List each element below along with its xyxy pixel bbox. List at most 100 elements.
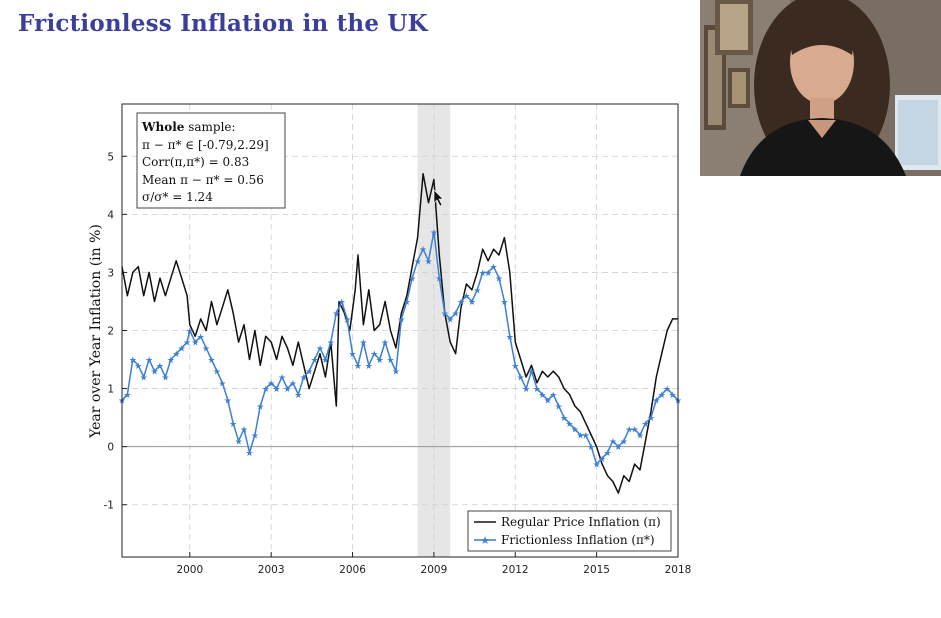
stats-line-1-bold: Whole xyxy=(141,120,185,134)
stats-line-1: Whole sample: xyxy=(141,120,236,134)
frictionless-point-marker: ★ xyxy=(140,373,148,383)
frictionless-point-marker: ★ xyxy=(479,269,487,279)
y-tick-label: -1 xyxy=(104,500,114,512)
frictionless-point-marker: ★ xyxy=(327,339,335,349)
frictionless-point-marker: ★ xyxy=(145,356,153,366)
stats-line-mean: Mean π − π* = 0.56 xyxy=(142,173,264,187)
legend-label-regular: Regular Price Inflation (π) xyxy=(501,515,661,529)
frictionless-point-marker: ★ xyxy=(538,391,546,401)
stats-box: Whole sample: π − π* ∈ [-0.79,2.29] Corr… xyxy=(136,112,286,209)
stats-box-frame xyxy=(136,112,286,209)
frictionless-point-marker: ★ xyxy=(647,414,655,424)
frictionless-point-marker: ★ xyxy=(207,356,215,366)
frictionless-point-marker: ★ xyxy=(403,298,411,308)
frictionless-point-marker: ★ xyxy=(495,275,503,285)
frictionless-point-marker: ★ xyxy=(506,333,514,343)
frictionless-point-marker: ★ xyxy=(468,298,476,308)
frictionless-point-marker: ★ xyxy=(397,315,405,325)
frictionless-point-marker: ★ xyxy=(593,461,601,471)
frictionless-point-marker: ★ xyxy=(376,356,384,366)
frictionless-point-marker: ★ xyxy=(462,292,470,302)
legend-marker-star: ★ xyxy=(480,534,490,547)
slide-title: Frictionless Inflation in the UK xyxy=(18,10,428,37)
frictionless-point-marker: ★ xyxy=(631,426,639,436)
frictionless-point-marker: ★ xyxy=(452,310,460,320)
presenter-video-icon xyxy=(700,0,941,176)
tick-layer: 2000 2003 2006 2009 2012 2015 2018 -1 0 1 2 3 4 5 xyxy=(104,151,692,576)
frictionless-point-marker: ★ xyxy=(229,420,237,430)
frictionless-point-marker: ★ xyxy=(338,298,346,308)
frictionless-point-marker: ★ xyxy=(134,362,142,372)
frictionless-point-marker: ★ xyxy=(430,228,438,238)
x-tick-label: 2018 xyxy=(665,564,692,576)
frictionless-point-marker: ★ xyxy=(441,310,449,320)
y-tick-label: 2 xyxy=(107,326,114,338)
frictionless-point-marker: ★ xyxy=(419,246,427,256)
x-tick-label: 2009 xyxy=(421,564,448,576)
frictionless-point-marker: ★ xyxy=(587,443,595,453)
frictionless-point-marker: ★ xyxy=(457,298,465,308)
y-tick-label: 5 xyxy=(107,151,114,163)
x-tick-label: 2000 xyxy=(176,564,203,576)
frictionless-point-marker: ★ xyxy=(251,432,259,442)
frictionless-point-marker: ★ xyxy=(658,391,666,401)
legend-label-frictionless: Frictionless Inflation (π*) xyxy=(501,533,655,547)
frictionless-point-marker: ★ xyxy=(186,327,194,337)
frictionless-point-marker: ★ xyxy=(213,368,221,378)
frictionless-point-marker: ★ xyxy=(240,426,248,436)
y-tick-label: 4 xyxy=(107,209,114,221)
y-tick-label: 1 xyxy=(107,384,114,396)
frictionless-point-marker: ★ xyxy=(669,391,677,401)
frictionless-point-marker: ★ xyxy=(278,373,286,383)
frictionless-point-marker: ★ xyxy=(343,315,351,325)
stats-line-sigma: σ/σ* = 1.24 xyxy=(142,190,213,204)
frictionless-point-marker: ★ xyxy=(178,344,186,354)
frictionless-point-marker: ★ xyxy=(289,379,297,389)
frictionless-point-marker: ★ xyxy=(500,298,508,308)
frictionless-point-marker: ★ xyxy=(156,362,164,372)
frictionless-point-marker: ★ xyxy=(652,397,660,407)
y-axis-label: Year over Year Inflation (in %) xyxy=(88,224,104,439)
frictionless-point-marker: ★ xyxy=(603,449,611,459)
frictionless-point-marker: ★ xyxy=(370,350,378,360)
frictionless-point-marker: ★ xyxy=(517,373,525,383)
frictionless-point-marker: ★ xyxy=(332,310,340,320)
frictionless-point-marker: ★ xyxy=(151,368,159,378)
frictionless-point-marker: ★ xyxy=(565,420,573,430)
frictionless-point-marker: ★ xyxy=(305,368,313,378)
frictionless-point-marker: ★ xyxy=(172,350,180,360)
series-line-frictionless xyxy=(121,231,679,465)
frictionless-point-marker: ★ xyxy=(386,356,394,366)
frictionless-point-marker: ★ xyxy=(218,379,226,389)
x-tick-label: 2003 xyxy=(258,564,285,576)
frictionless-point-marker: ★ xyxy=(614,443,622,453)
x-tick-label: 2006 xyxy=(339,564,366,576)
frictionless-point-marker: ★ xyxy=(598,455,606,465)
mouse-cursor-icon xyxy=(433,189,444,207)
frictionless-point-marker: ★ xyxy=(365,362,373,372)
frictionless-point-marker: ★ xyxy=(620,437,628,447)
frictionless-point-marker: ★ xyxy=(414,257,422,267)
frictionless-point-marker: ★ xyxy=(609,437,617,447)
stats-line-1-rest: sample: xyxy=(184,120,235,134)
frictionless-point-marker: ★ xyxy=(381,339,389,349)
frictionless-point-marker: ★ xyxy=(354,362,362,372)
frictionless-point-marker: ★ xyxy=(663,385,671,395)
frictionless-point-marker: ★ xyxy=(560,414,568,424)
frictionless-point-marker: ★ xyxy=(473,286,481,296)
frictionless-point-marker: ★ xyxy=(636,432,644,442)
frictionless-point-marker: ★ xyxy=(522,385,530,395)
frictionless-point-marker: ★ xyxy=(582,432,590,442)
frictionless-point-marker: ★ xyxy=(544,397,552,407)
stats-line-corr: Corr(π,π*) = 0.83 xyxy=(142,155,249,169)
frictionless-point-marker: ★ xyxy=(424,257,432,267)
frictionless-point-marker: ★ xyxy=(267,379,275,389)
frictionless-point-marker: ★ xyxy=(224,397,232,407)
frictionless-point-marker: ★ xyxy=(300,373,308,383)
frictionless-point-marker: ★ xyxy=(191,339,199,349)
frictionless-point-marker: ★ xyxy=(256,403,264,413)
frictionless-point-marker: ★ xyxy=(555,403,563,413)
frictionless-point-marker: ★ xyxy=(197,333,205,343)
series-layer: ★★★★★★★★★★★★★★★★★★★★★★★★★★★★★★★★★★★★★★★★… xyxy=(118,172,682,494)
